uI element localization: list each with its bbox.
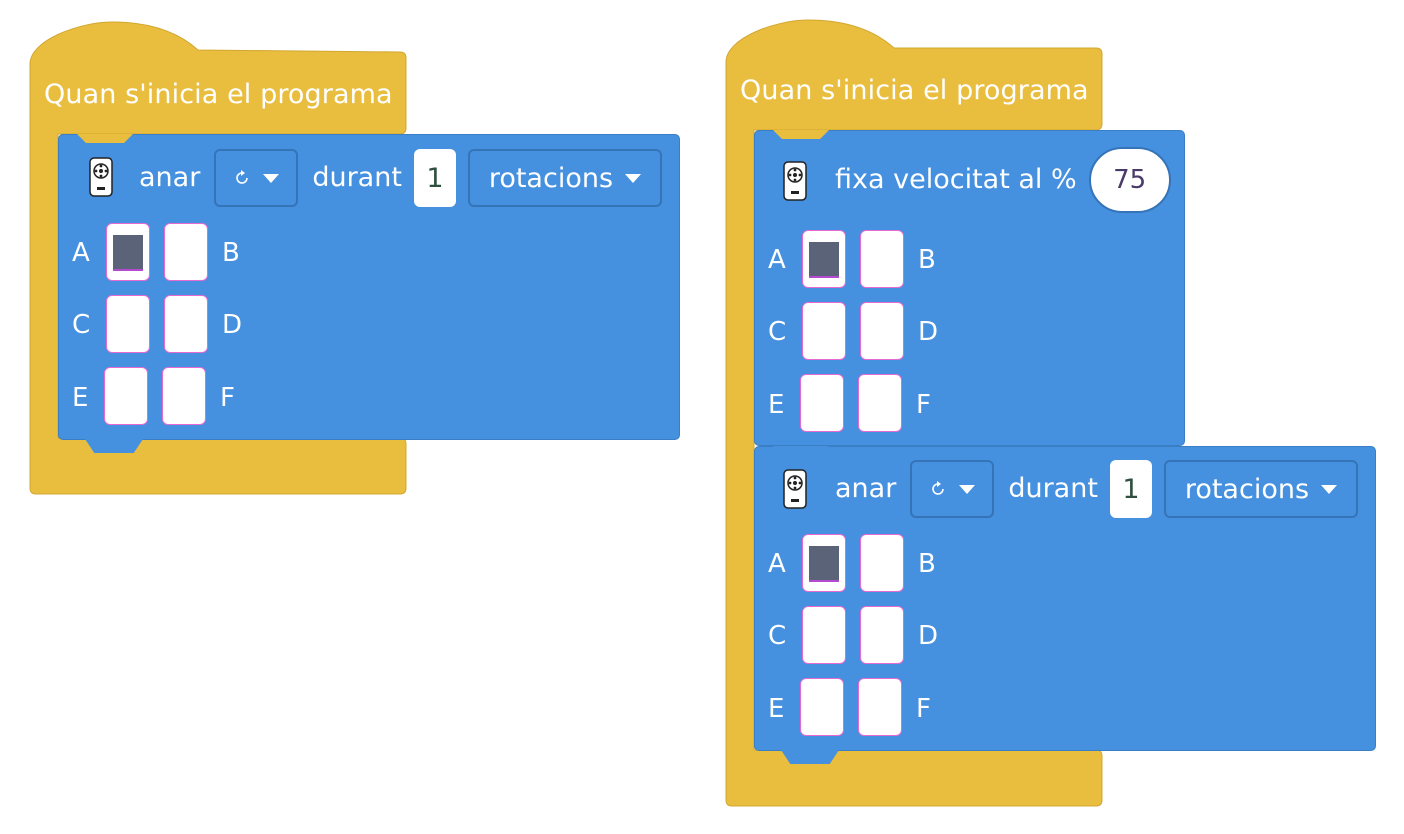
- block-notch: [773, 446, 829, 455]
- port-b-toggle[interactable]: [860, 230, 904, 288]
- port-d-toggle[interactable]: [860, 606, 904, 664]
- port-c-toggle[interactable]: [106, 295, 150, 353]
- speed-percent-input[interactable]: 75: [1088, 147, 1171, 213]
- motor-run-block[interactable]: anar durant 1 rotacions A B C D E: [58, 134, 680, 453]
- block-header-row: anar durant 1 rotacions: [835, 460, 1358, 518]
- port-label-a: A: [72, 238, 90, 268]
- port-label-a: A: [768, 549, 786, 579]
- port-label-b: B: [918, 245, 936, 275]
- event-label: Quan s'inicia el programa: [44, 79, 393, 110]
- port-f-toggle[interactable]: [858, 678, 902, 736]
- chevron-down-icon: [959, 484, 976, 494]
- port-e-toggle[interactable]: [104, 367, 148, 425]
- unit-value: rotacions: [1184, 473, 1310, 505]
- port-label-d: D: [918, 317, 939, 347]
- motor-run-block[interactable]: anar durant 1 rotacions A B C D E: [754, 446, 1376, 764]
- amount-input[interactable]: 1: [413, 149, 456, 207]
- port-label-a: A: [768, 245, 786, 275]
- rotate-clockwise-icon: [236, 170, 249, 184]
- port-c-toggle[interactable]: [802, 606, 846, 664]
- duration-label: durant: [312, 162, 402, 193]
- block-tab: [85, 439, 143, 453]
- chevron-down-icon: [1321, 484, 1338, 494]
- port-label-b: B: [918, 549, 936, 579]
- amount-input[interactable]: 1: [1109, 460, 1152, 518]
- port-d-toggle[interactable]: [164, 295, 208, 353]
- direction-dropdown[interactable]: [214, 149, 299, 207]
- motor-icon: [89, 157, 113, 197]
- port-label-e: E: [768, 694, 785, 724]
- port-label-c: C: [768, 317, 787, 347]
- port-e-toggle[interactable]: [800, 374, 844, 432]
- duration-label: durant: [1008, 473, 1098, 504]
- port-label-f: F: [916, 390, 931, 420]
- port-f-toggle[interactable]: [858, 374, 902, 432]
- block-tab: [781, 750, 839, 764]
- port-d-toggle[interactable]: [860, 302, 904, 360]
- port-a-toggle[interactable]: [802, 230, 846, 288]
- chevron-down-icon: [263, 173, 280, 183]
- port-c-toggle[interactable]: [802, 302, 846, 360]
- unit-dropdown[interactable]: rotacions: [1163, 460, 1358, 518]
- block-notch: [77, 134, 133, 143]
- motor-icon: [783, 161, 807, 201]
- port-a-toggle[interactable]: [802, 534, 846, 592]
- event-block-shape-2[interactable]: [725, 19, 1103, 807]
- port-label-e: E: [768, 390, 785, 420]
- port-label-e: E: [72, 383, 89, 413]
- port-b-toggle[interactable]: [164, 223, 208, 281]
- port-e-toggle[interactable]: [800, 678, 844, 736]
- action-label: anar: [139, 162, 201, 193]
- set-speed-label: fixa velocitat al %: [835, 164, 1077, 195]
- block-header-row: fixa velocitat al % 75: [835, 147, 1171, 213]
- event-label: Quan s'inicia el programa: [740, 75, 1089, 106]
- port-label-b: B: [222, 238, 240, 268]
- block-header-row: anar durant 1 rotacions: [139, 149, 662, 207]
- chevron-down-icon: [625, 173, 642, 183]
- port-b-toggle[interactable]: [860, 534, 904, 592]
- port-label-f: F: [916, 694, 931, 724]
- port-f-toggle[interactable]: [162, 367, 206, 425]
- port-label-f: F: [220, 383, 235, 413]
- rotate-clockwise-icon: [932, 481, 945, 495]
- event-block-shape-1[interactable]: [29, 21, 407, 495]
- unit-value: rotacions: [488, 162, 614, 194]
- unit-dropdown[interactable]: rotacions: [467, 149, 662, 207]
- motor-icon: [783, 469, 807, 509]
- motor-speed-block[interactable]: fixa velocitat al % 75 A B C D E F: [754, 130, 1185, 446]
- port-a-toggle[interactable]: [106, 223, 150, 281]
- port-label-d: D: [222, 310, 243, 340]
- direction-dropdown[interactable]: [910, 460, 995, 518]
- port-label-c: C: [72, 310, 91, 340]
- block-notch: [773, 130, 829, 139]
- port-label-d: D: [918, 621, 939, 651]
- action-label: anar: [835, 473, 897, 504]
- port-label-c: C: [768, 621, 787, 651]
